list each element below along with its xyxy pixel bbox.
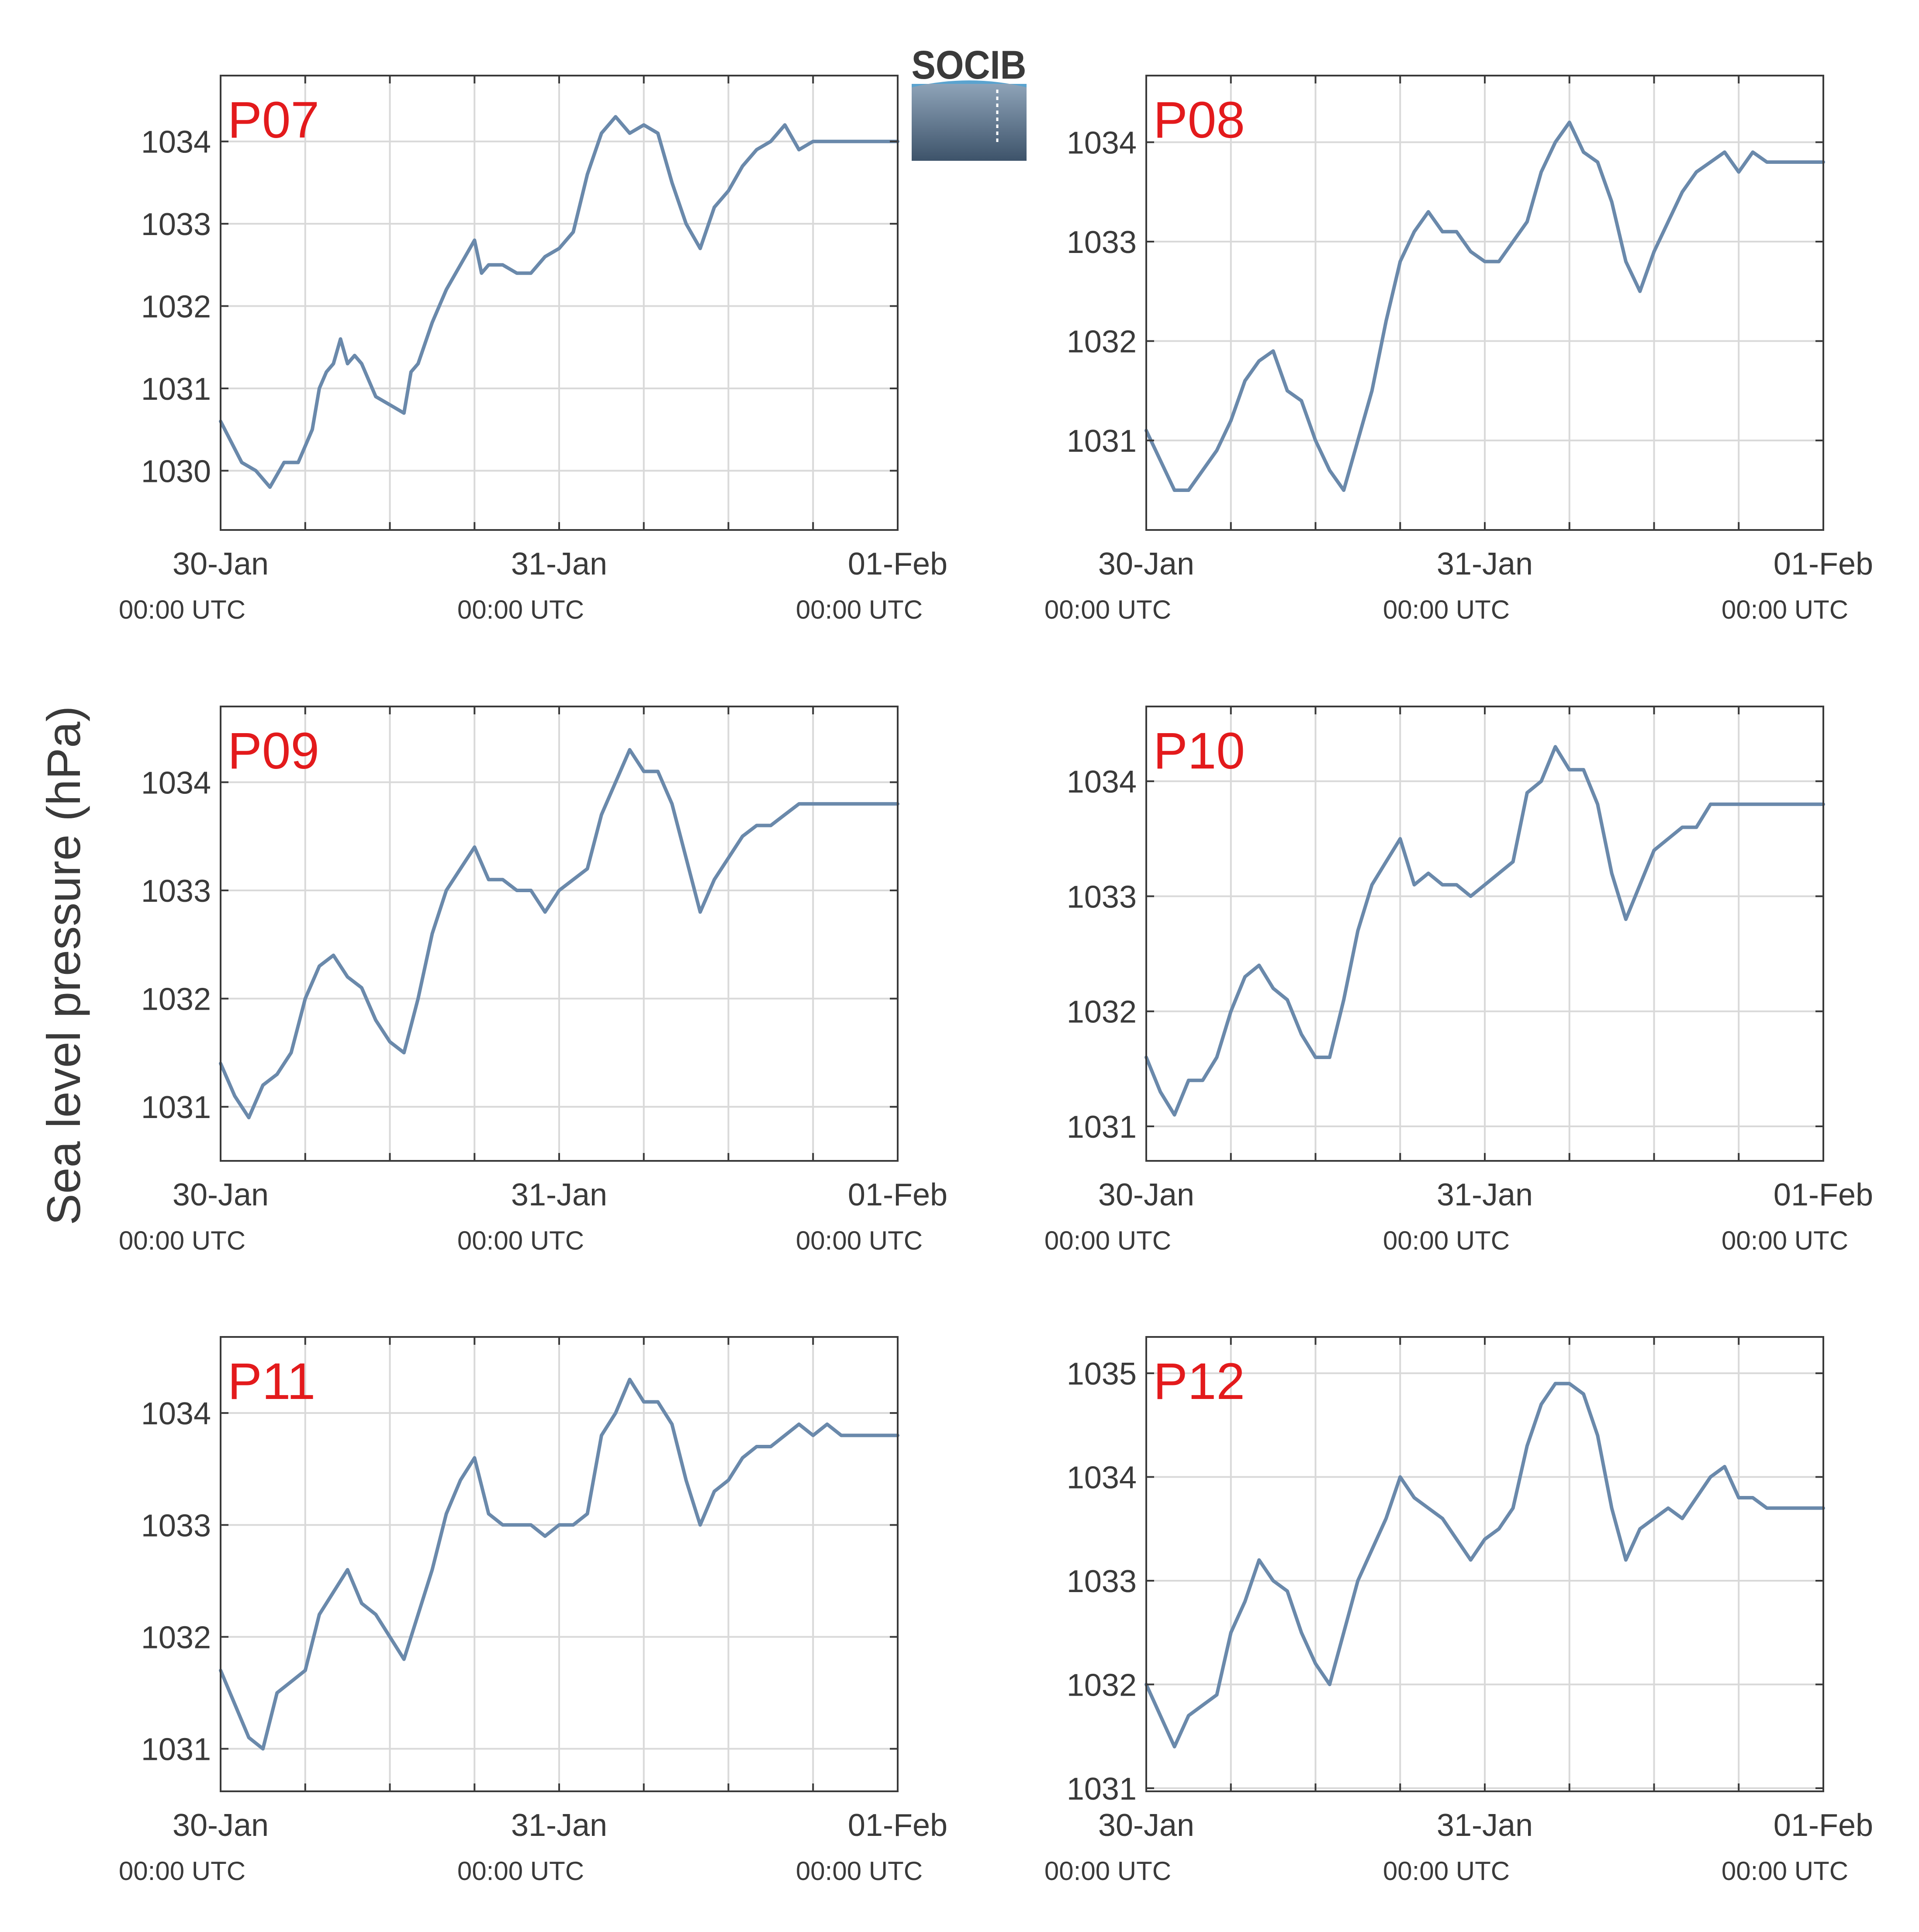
y-tick-label: 1031 [141, 1732, 211, 1767]
socib-logo-icon: SOCIB [912, 43, 1027, 161]
x-tick-time-label: 00:00 UTC [796, 1856, 923, 1886]
panel-label: P07 [228, 91, 319, 149]
y-tick-label: 1035 [1067, 1357, 1137, 1392]
x-tick-date-label: 01-Feb [848, 1177, 947, 1212]
x-tick-date-label: 30-Jan [1098, 1808, 1194, 1843]
logo-text: SOCIB [912, 43, 1027, 87]
x-tick-date-label: 01-Feb [1774, 1808, 1873, 1843]
y-tick-label: 1032 [1067, 995, 1137, 1030]
x-tick-time-label: 00:00 UTC [119, 1856, 245, 1886]
x-tick-time-label: 00:00 UTC [457, 1856, 584, 1886]
panel-label: P09 [228, 722, 319, 780]
x-tick-time-label: 00:00 UTC [119, 595, 245, 624]
y-tick-label: 1034 [1067, 125, 1137, 160]
x-tick-time-label: 00:00 UTC [1383, 1856, 1510, 1886]
y-tick-label: 1032 [1067, 325, 1137, 360]
panel-p07: 1030 1031 1032 1033 1034 30-Jan 00:00 UTC 31-Ja… [119, 75, 947, 624]
y-tick-label: 1033 [141, 874, 211, 909]
x-tick-date-label: 01-Feb [1774, 1177, 1873, 1212]
x-tick-date-label: 30-Jan [173, 547, 269, 582]
y-tick-label: 1031 [1067, 424, 1137, 459]
x-tick-time-label: 00:00 UTC [119, 1226, 245, 1255]
pressure-series-line [1144, 1381, 1825, 1748]
x-tick-date-label: 30-Jan [1098, 547, 1194, 582]
pressure-series-line [1144, 745, 1825, 1117]
x-tick-date-label: 30-Jan [1098, 1177, 1194, 1212]
x-tick-date-label: 31-Jan [1437, 1177, 1533, 1212]
x-tick-date-label: 31-Jan [1437, 547, 1533, 582]
y-tick-label: 1032 [141, 290, 211, 325]
x-tick-date-label: 31-Jan [511, 547, 607, 582]
y-tick-label: 1033 [1067, 879, 1137, 914]
panel-p08: 1031 1032 1033 1034 30-Jan 00:00 UTC 31-Jan 00:… [1044, 75, 1873, 624]
y-tick-label: 1032 [141, 1620, 211, 1655]
y-tick-label: 1034 [141, 1396, 211, 1431]
x-tick-time-label: 00:00 UTC [1722, 595, 1848, 624]
x-tick-time-label: 00:00 UTC [457, 1226, 584, 1255]
pressure-series-line [219, 1378, 899, 1751]
x-tick-date-label: 31-Jan [511, 1177, 607, 1212]
y-tick-label: 1033 [141, 1508, 211, 1543]
x-tick-time-label: 00:00 UTC [1044, 1856, 1171, 1886]
x-tick-time-label: 00:00 UTC [1722, 1856, 1848, 1886]
x-tick-date-label: 31-Jan [511, 1808, 607, 1843]
panel-p12: 1031 1032 1033 1034 1035 30-Jan 00:00 UTC 31-Ja… [1044, 1336, 1873, 1886]
panel-label: P10 [1153, 722, 1245, 780]
x-tick-date-label: 31-Jan [1437, 1808, 1533, 1843]
y-axis-label: Sea level pressure (hPa) [37, 706, 90, 1226]
x-tick-date-label: 30-Jan [173, 1808, 269, 1843]
x-tick-time-label: 00:00 UTC [796, 1226, 923, 1255]
logo-block [912, 84, 1027, 161]
y-tick-label: 1031 [141, 1090, 211, 1125]
panel-label: P11 [228, 1353, 315, 1410]
panel-label: P12 [1153, 1353, 1245, 1410]
x-tick-time-label: 00:00 UTC [1383, 595, 1510, 624]
x-tick-time-label: 00:00 UTC [1044, 1226, 1171, 1255]
x-tick-date-label: 30-Jan [173, 1177, 269, 1212]
y-tick-label: 1031 [1067, 1110, 1137, 1145]
x-tick-time-label: 00:00 UTC [1044, 595, 1171, 624]
panel-p11: 1031 1032 1033 1034 30-Jan 00:00 UTC 31-Jan 00:… [119, 1336, 947, 1886]
panel-p09: 1031 1032 1033 1034 30-Jan 00:00 UTC 31-Jan 00:… [119, 706, 947, 1255]
y-tick-label: 1030 [141, 454, 211, 489]
x-tick-time-label: 00:00 UTC [457, 595, 584, 624]
y-tick-label: 1033 [141, 207, 211, 242]
x-tick-time-label: 00:00 UTC [796, 595, 923, 624]
y-tick-label: 1034 [1067, 765, 1137, 800]
x-tick-date-label: 01-Feb [848, 547, 947, 582]
y-tick-label: 1031 [141, 372, 211, 407]
y-tick-label: 1032 [141, 982, 211, 1017]
logo-wave [912, 80, 1027, 87]
x-tick-date-label: 01-Feb [848, 1808, 947, 1843]
pressure-series-line [219, 115, 899, 489]
x-tick-time-label: 00:00 UTC [1383, 1226, 1510, 1255]
y-tick-label: 1034 [1067, 1461, 1137, 1496]
panel-label: P08 [1153, 91, 1245, 149]
x-tick-time-label: 00:00 UTC [1722, 1226, 1848, 1255]
pressure-series-line [219, 748, 899, 1119]
y-tick-label: 1031 [1067, 1772, 1137, 1807]
y-tick-label: 1033 [1067, 225, 1137, 260]
y-tick-label: 1032 [1067, 1668, 1137, 1703]
x-tick-date-label: 01-Feb [1774, 547, 1873, 582]
y-tick-label: 1033 [1067, 1564, 1137, 1599]
panel-p10: 1031 1032 1033 1034 30-Jan 00:00 UTC 31-Jan 00:… [1044, 706, 1873, 1255]
y-tick-label: 1034 [141, 765, 211, 800]
y-tick-label: 1034 [141, 125, 211, 160]
pressure-series-line [1144, 121, 1825, 492]
